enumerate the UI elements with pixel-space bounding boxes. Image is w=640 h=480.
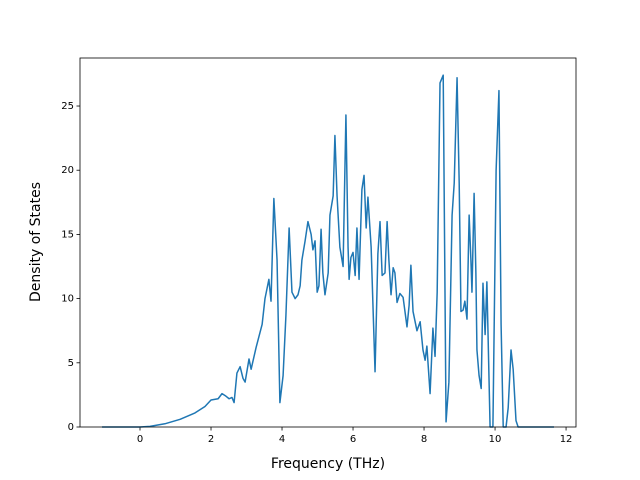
x-tick-label: 10 — [489, 434, 502, 445]
x-tick-label: 8 — [421, 434, 427, 445]
y-tick-label: 10 — [61, 294, 74, 305]
x-tick-label: 12 — [560, 434, 573, 445]
y-tick-label: 0 — [68, 422, 74, 433]
x-axis-label: Frequency (THz) — [271, 456, 385, 472]
y-tick-label: 15 — [61, 229, 74, 240]
y-tick-label: 25 — [61, 101, 74, 112]
x-tick-label: 4 — [279, 434, 285, 445]
line — [102, 74, 554, 428]
x-tick-label: 6 — [350, 434, 356, 445]
y-tick-label: 20 — [61, 165, 74, 176]
x-tick-label: 2 — [208, 434, 214, 445]
y-axis-label: Density of States — [28, 182, 44, 302]
x-tick-label: 0 — [137, 434, 143, 445]
plot-frame — [79, 57, 577, 428]
y-tick-label: 5 — [68, 358, 74, 369]
